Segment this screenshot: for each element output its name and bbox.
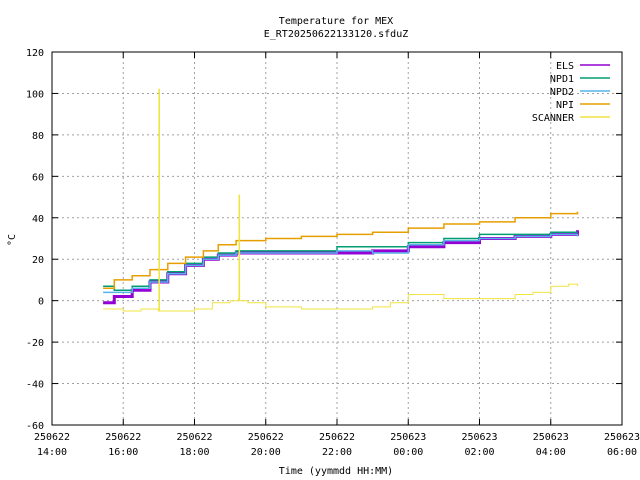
x-tick-label-date: 250622	[176, 432, 212, 443]
series-line-scanner	[103, 88, 578, 312]
series-line-npi	[103, 211, 579, 289]
x-tick-label-time: 00:00	[393, 447, 423, 458]
x-tick-label-time: 02:00	[464, 447, 494, 458]
x-tick-label-time: 16:00	[108, 447, 138, 458]
x-tick-label-date: 250622	[319, 432, 355, 443]
y-tick-label: -40	[26, 380, 44, 391]
x-tick-label-time: 04:00	[536, 447, 566, 458]
x-tick-label-date: 250622	[34, 432, 70, 443]
chart-subtitle: E_RT20250622133120.sfduZ	[264, 29, 409, 40]
y-tick-label: -20	[26, 338, 44, 349]
x-tick-label-date: 250623	[461, 432, 497, 443]
chart-title: Temperature for MEX	[279, 16, 393, 27]
legend: ELS NPD1 NPD2 NPI SCANNER	[532, 61, 610, 124]
y-tick-label: -60	[26, 421, 44, 432]
legend-label-npi: NPI	[556, 100, 574, 111]
y-tick-label: 100	[26, 89, 44, 100]
x-tick-label-date: 250623	[390, 432, 426, 443]
x-tick-label-date: 250623	[533, 432, 569, 443]
y-tick-label: 60	[32, 172, 44, 183]
x-tick-label-time: 14:00	[37, 447, 67, 458]
y-tick-label: 20	[32, 255, 44, 266]
x-tick-label-time: 22:00	[322, 447, 352, 458]
y-tick-label: 120	[26, 48, 44, 59]
axis-ticks: 250622 14:00 250622 16:00 250622 18:00 250622 2…	[26, 48, 640, 458]
x-tick-label-time: 06:00	[607, 447, 637, 458]
x-axis-label: Time (yymmdd HH:MM)	[279, 466, 393, 477]
legend-label-scanner: SCANNER	[532, 113, 575, 124]
x-tick-label-date: 250623	[604, 432, 640, 443]
legend-label-npd2: NPD2	[550, 87, 574, 98]
x-tick-label-date: 250622	[105, 432, 141, 443]
y-axis-label: °C	[7, 234, 18, 246]
legend-label-els: ELS	[556, 61, 574, 72]
series-lines	[103, 88, 579, 312]
x-tick-label-date: 250622	[248, 432, 284, 443]
x-tick-label-time: 18:00	[179, 447, 209, 458]
y-tick-label: 0	[38, 297, 44, 308]
y-tick-label: 80	[32, 131, 44, 142]
legend-label-npd1: NPD1	[550, 74, 574, 85]
x-tick-label-time: 20:00	[251, 447, 281, 458]
y-tick-label: 40	[32, 214, 44, 225]
